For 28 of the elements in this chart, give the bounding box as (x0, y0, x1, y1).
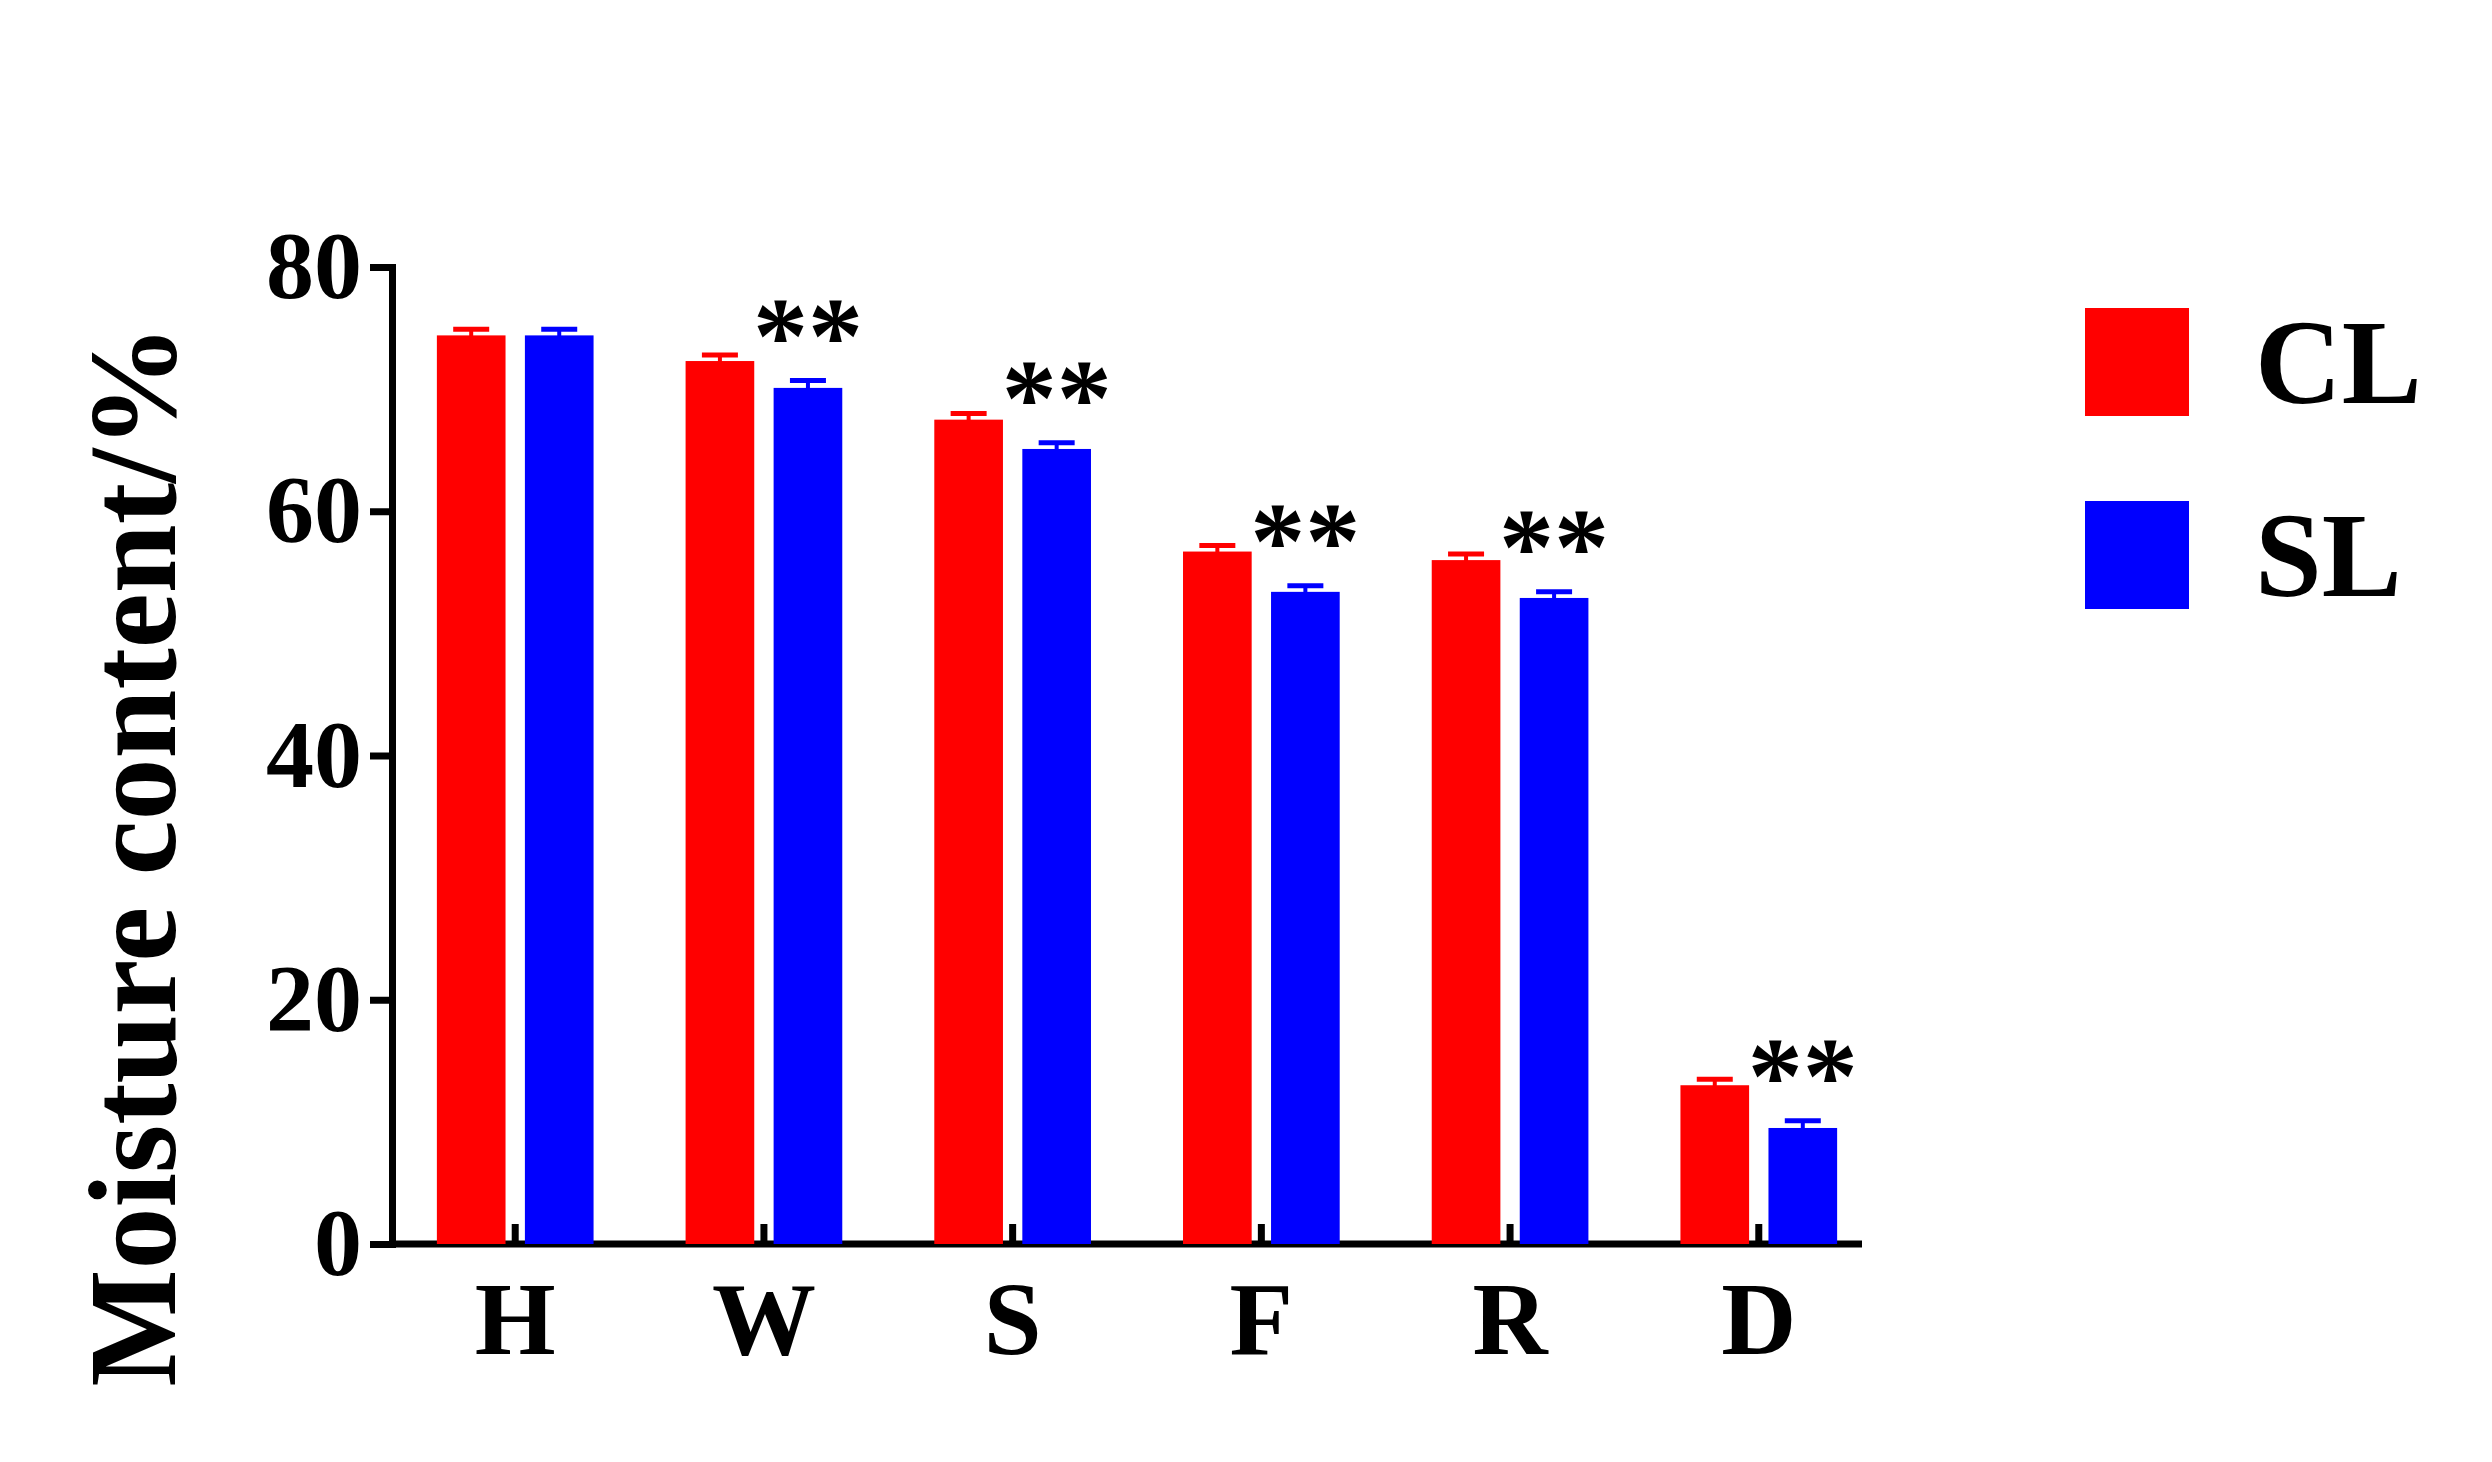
x-tick-label: W (711, 1260, 816, 1376)
legend-label: CL (2255, 296, 2422, 429)
bar (934, 419, 1003, 1244)
bar (685, 361, 755, 1244)
bar (1183, 551, 1252, 1244)
bar (1768, 1127, 1838, 1244)
y-axis-title: Moisture content/% (65, 324, 202, 1387)
legend-label: SL (2255, 489, 2402, 622)
annotation: ** (752, 274, 863, 397)
bar (1680, 1085, 1750, 1244)
bar (773, 387, 843, 1244)
y-tick-label: 40 (266, 700, 362, 808)
bar (1431, 560, 1501, 1244)
annotation: ** (1250, 479, 1361, 602)
y-tick-label: 80 (266, 212, 362, 320)
x-tick-label: H (474, 1260, 556, 1376)
y-tick-label: 60 (266, 456, 362, 564)
annotation: ** (1001, 336, 1112, 459)
annotation: ** (1499, 485, 1610, 608)
annotation: ** (1747, 1014, 1858, 1137)
x-tick-label: S (983, 1260, 1042, 1376)
y-tick-label: 0 (314, 1189, 362, 1297)
bar (524, 335, 594, 1244)
x-tick-label: R (1472, 1260, 1550, 1376)
x-tick-label: D (1721, 1260, 1797, 1376)
x-tick-label: F (1229, 1260, 1294, 1376)
y-tick-label: 20 (266, 944, 362, 1052)
bar (436, 335, 506, 1244)
